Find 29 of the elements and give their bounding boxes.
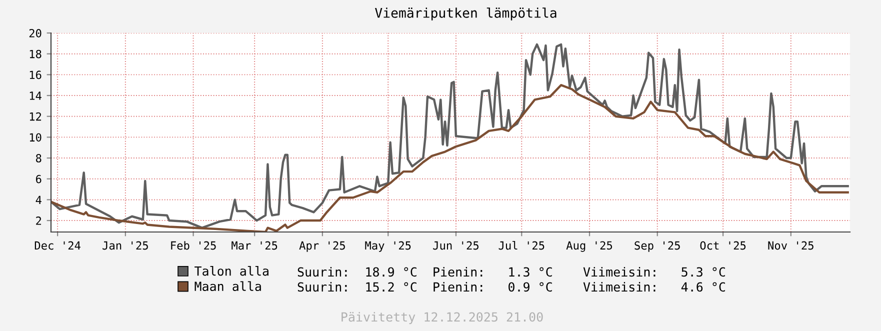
x-tick-label: Dec '24 xyxy=(34,241,80,250)
x-tick-label: Jul '25 xyxy=(498,241,544,250)
x-tick-label: Aug '25 xyxy=(566,241,612,252)
y-tick-label: 8 xyxy=(36,154,42,162)
text: Päivitetty 12.12.2025 21.00 xyxy=(342,312,543,324)
x-tick-label: Mar '25 xyxy=(232,241,278,250)
x-tick-label: Jun '25 xyxy=(433,241,478,250)
y-tick-label: 12 xyxy=(30,112,42,121)
legend-label: Talon alla xyxy=(194,266,268,276)
text: Suurin: 15.2 °C Pienin: 0.9 °C Viimeisin: 4.6 °C xyxy=(298,282,725,292)
x-tick-label: Apr '25 xyxy=(299,241,345,252)
chart-title: Viemäriputken lämpötila xyxy=(375,8,556,20)
x-tick-label: May '25 xyxy=(365,241,411,252)
x-tick-label: Feb '25 xyxy=(171,241,216,250)
x-tick-label: Oct '25 xyxy=(700,241,746,250)
y-tick-label: 10 xyxy=(30,133,42,142)
x-tick-label: Sep '25 xyxy=(634,241,680,252)
y-tick-label: 4 xyxy=(36,196,42,204)
text: Suurin: 18.9 °C Pienin: 1.3 °C Viimeisin: 5.3 °C xyxy=(298,266,725,277)
y-tick-label: 2 xyxy=(36,216,42,225)
line-series xyxy=(51,43,849,229)
y-tick-label: 14 xyxy=(30,92,42,100)
y-tick-label: 16 xyxy=(30,70,42,80)
legend-label: Maan alla xyxy=(194,281,261,292)
y-tick-label: 18 xyxy=(30,50,42,58)
y-tick-label: 20 xyxy=(29,29,42,38)
y-tick-label: 6 xyxy=(36,174,42,184)
x-tick-label: Nov '25 xyxy=(768,241,814,250)
x-tick-label: Jan '25 xyxy=(102,241,148,250)
